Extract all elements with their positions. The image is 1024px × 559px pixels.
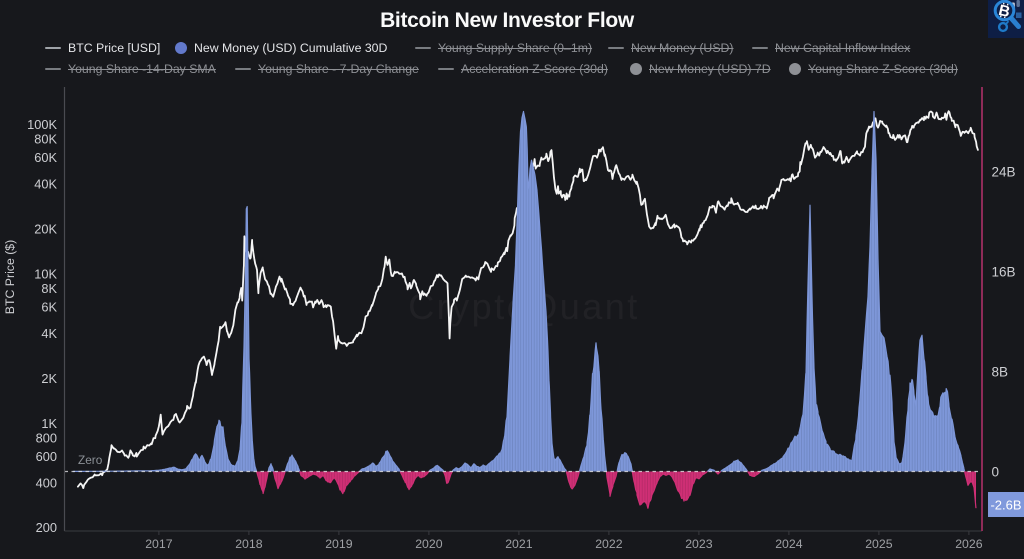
svg-text:-2.6B: -2.6B [990, 498, 1021, 513]
svg-text:2023: 2023 [685, 537, 713, 551]
svg-text:20K: 20K [34, 221, 57, 236]
svg-text:6K: 6K [41, 300, 57, 315]
svg-text:4K: 4K [41, 326, 57, 341]
svg-text:2024: 2024 [775, 537, 803, 551]
svg-text:400: 400 [36, 475, 57, 490]
svg-text:Zero: Zero [78, 453, 103, 467]
svg-text:600: 600 [36, 449, 57, 464]
svg-text:2025: 2025 [865, 537, 893, 551]
svg-text:16B: 16B [992, 264, 1016, 279]
svg-text:2K: 2K [41, 371, 57, 386]
svg-text:60K: 60K [34, 150, 57, 165]
svg-text:1K: 1K [41, 416, 57, 431]
svg-text:800: 800 [36, 430, 57, 445]
svg-text:8B: 8B [992, 364, 1009, 379]
svg-text:10K: 10K [34, 266, 57, 281]
svg-text:0: 0 [992, 464, 1000, 479]
svg-text:2021: 2021 [505, 537, 533, 551]
svg-text:200: 200 [36, 520, 57, 535]
svg-text:80K: 80K [34, 132, 57, 147]
svg-text:BTC Price ($): BTC Price ($) [3, 240, 17, 314]
svg-text:2018: 2018 [235, 537, 263, 551]
svg-text:40K: 40K [34, 177, 57, 192]
svg-text:2017: 2017 [145, 537, 173, 551]
svg-text:2020: 2020 [415, 537, 443, 551]
svg-text:24B: 24B [992, 164, 1016, 179]
svg-text:8K: 8K [41, 281, 57, 296]
svg-text:100K: 100K [27, 117, 57, 132]
svg-text:2022: 2022 [595, 537, 623, 551]
svg-text:2026: 2026 [955, 537, 983, 551]
svg-text:2019: 2019 [325, 537, 353, 551]
